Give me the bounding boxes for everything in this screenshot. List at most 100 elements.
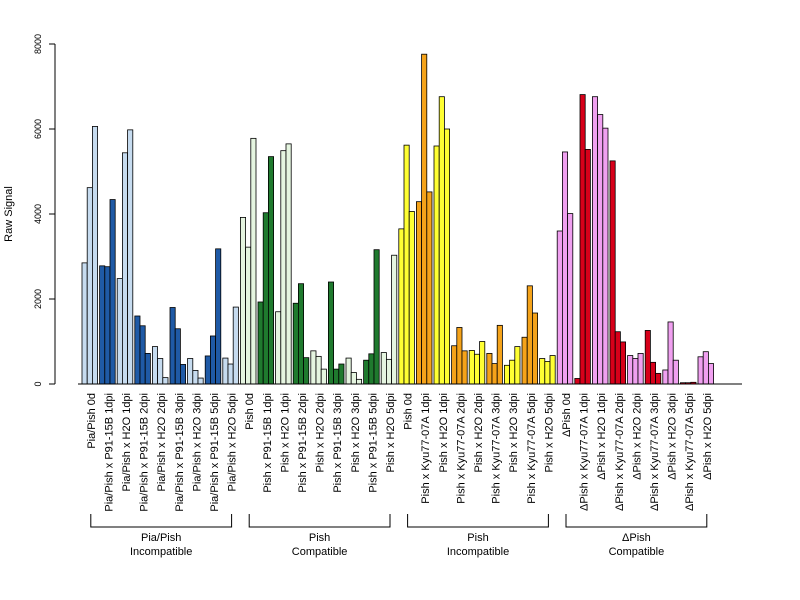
x-tick-label: Pish x H2O 1dpi	[279, 393, 291, 472]
bar	[267, 156, 274, 385]
bar	[451, 345, 458, 385]
bar	[275, 311, 282, 385]
bar	[496, 324, 503, 385]
x-tick-label: Pish x P91-15B 3dpi	[332, 393, 344, 493]
x-tick-label: Pish x P91-15B 1dpi	[262, 393, 274, 493]
bar	[151, 346, 158, 385]
bar	[245, 246, 252, 385]
x-tick-label: ΔPish x Kyu77-07A 5dpi	[684, 393, 696, 511]
bar	[479, 341, 486, 385]
x-tick-label: ΔPish x Kyu77-07A 1dpi	[579, 393, 591, 511]
bar	[398, 228, 405, 385]
bar	[702, 351, 709, 385]
x-tick-label: Pish x P91-15B 2dpi	[297, 393, 309, 493]
bar	[509, 359, 516, 385]
bar	[632, 358, 639, 385]
bar	[169, 307, 176, 385]
bar	[597, 114, 604, 385]
bar	[574, 378, 581, 385]
x-tick-label: Pish x H2O 2dpi	[315, 393, 327, 472]
bar	[86, 187, 93, 385]
bar	[620, 341, 627, 385]
bar	[549, 355, 556, 385]
group-label: ΔPish	[622, 532, 651, 544]
bar	[363, 359, 370, 385]
y-tick-label: 0	[33, 381, 43, 386]
x-tick-label: ΔPish x H2O 5dpi	[702, 393, 714, 480]
bar	[408, 211, 415, 385]
bar	[421, 53, 428, 385]
x-tick-label: ΔPish x H2O 3dpi	[667, 393, 679, 480]
x-tick-label: Pish x H2O 1dpi	[438, 393, 450, 472]
bar	[579, 94, 586, 385]
bar	[373, 249, 380, 385]
bar	[280, 150, 287, 385]
bar	[292, 302, 299, 385]
bar	[556, 230, 563, 385]
x-tick-label: Pia/Pish 0d	[86, 393, 98, 449]
bar	[104, 266, 111, 385]
bar	[227, 363, 234, 385]
bar	[655, 372, 662, 385]
group-brackets: Pia/Pish Incompatible Pish Compatible Pish In…	[90, 514, 708, 558]
bar	[174, 328, 181, 385]
bar	[503, 364, 510, 385]
bar	[333, 368, 340, 385]
bar	[215, 248, 222, 385]
bar	[391, 254, 398, 385]
y-tick-label: 4000	[33, 204, 43, 224]
bar	[109, 199, 116, 385]
bar	[532, 312, 539, 385]
x-tick-label: Pish x H2O 5dpi	[543, 393, 555, 472]
bar	[539, 358, 546, 385]
bar	[222, 357, 229, 385]
bar	[433, 145, 440, 385]
y-tick-label: 6000	[33, 119, 43, 139]
bar	[81, 262, 88, 385]
group-bracket	[248, 514, 391, 528]
x-tick-label: Pia/Pish x H2O 1dpi	[121, 393, 133, 491]
bar	[315, 355, 322, 385]
bar	[257, 301, 264, 385]
bar	[426, 191, 433, 385]
bar	[209, 335, 216, 385]
bar	[456, 327, 463, 385]
bar	[92, 126, 99, 385]
x-tick-label: Pish x Kyu77-07A 1dpi	[420, 393, 432, 504]
bar	[562, 151, 569, 385]
bar	[285, 143, 292, 385]
x-tick-label: Pish x P91-15B 5dpi	[367, 393, 379, 493]
bar	[662, 369, 669, 385]
x-tick-label: Pia/Pish x P91-15B 5dpi	[209, 393, 221, 512]
bars-layer	[81, 53, 715, 385]
bar	[127, 129, 134, 385]
group-bracket	[90, 514, 233, 528]
y-tick-label: 2000	[33, 289, 43, 309]
bar	[644, 330, 651, 385]
bar	[544, 361, 551, 385]
group-bracket	[407, 514, 549, 528]
group-label: Pish	[467, 532, 488, 544]
bar	[667, 321, 674, 385]
bar	[708, 363, 715, 385]
x-tick-label: Pish 0d	[403, 393, 415, 430]
group-bracket	[565, 514, 708, 528]
bar	[338, 363, 345, 385]
x-tick-label: Pia/Pish x P91-15B 2dpi	[139, 393, 151, 512]
x-tick-label: Pia/Pish x H2O 2dpi	[156, 393, 168, 491]
bar	[262, 212, 269, 385]
bar	[438, 96, 445, 385]
bar	[350, 372, 357, 385]
bar	[144, 352, 151, 385]
bar	[345, 357, 352, 385]
bar	[162, 377, 169, 385]
bar	[99, 265, 106, 385]
x-tick-label: Pish x Kyu77-07A 2dpi	[455, 393, 467, 504]
x-axis-category-labels: Pia/Pish 0d Pia/Pish x P91-15B 1dpi Pia/Pi…	[86, 393, 714, 512]
bar	[327, 281, 334, 385]
group-sublabel: Compatible	[292, 546, 348, 558]
bar	[443, 128, 450, 385]
bar	[521, 336, 528, 385]
bar	[232, 306, 239, 385]
bar	[303, 357, 310, 385]
